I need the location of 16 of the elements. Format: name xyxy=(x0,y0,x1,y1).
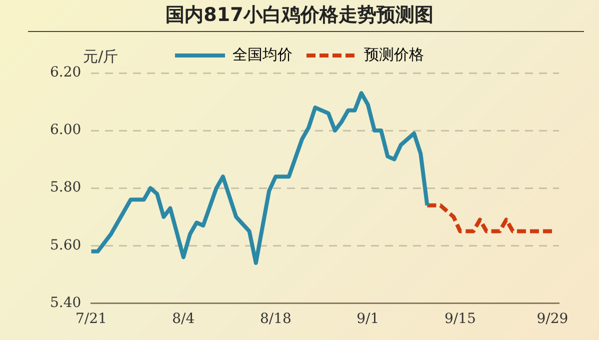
y-tick-label: 5.40 xyxy=(50,294,82,311)
legend-label: 全国均价 xyxy=(232,45,292,64)
x-tick-label: 9/15 xyxy=(444,311,476,328)
line-series xyxy=(425,203,554,234)
x-tick-label: 9/1 xyxy=(356,311,380,328)
chart-title: 国内817小白鸡价格走势预测图 xyxy=(164,3,434,28)
y-tick-label: 6.00 xyxy=(50,122,82,138)
x-tick-label: 8/18 xyxy=(260,311,292,328)
y-tick-label: 5.60 xyxy=(50,237,82,254)
y-tick-label: 6.20 xyxy=(50,64,82,81)
legend-label: 预测价格 xyxy=(364,45,424,64)
x-tick-label: 7/21 xyxy=(75,311,107,328)
x-tick-label: 9/29 xyxy=(536,311,568,328)
x-tick-label: 8/4 xyxy=(172,311,195,328)
y-axis-title: 元/斤 xyxy=(83,47,118,66)
y-tick-label: 5.80 xyxy=(50,180,82,196)
